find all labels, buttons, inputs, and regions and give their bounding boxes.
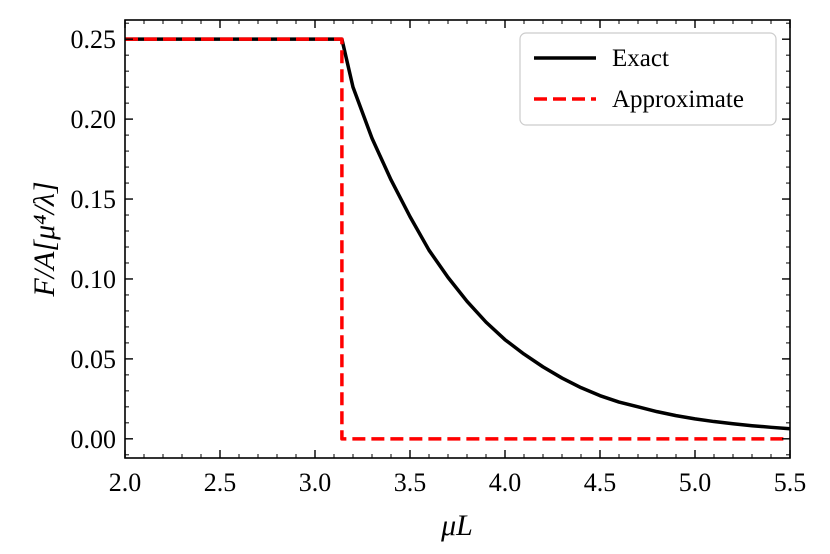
x-tick-label: 3.0 (299, 468, 332, 497)
series-line-exact (125, 37, 791, 431)
ticks-layer: 2.0 2.5 3.0 3.5 4.0 4.5 5.0 5.5 0.00 0.05 0.10 0.15… (71, 20, 807, 497)
x-tick-label: 5.5 (774, 468, 807, 497)
x-tick-label: 4.5 (584, 468, 617, 497)
y-tick-label: 0.15 (71, 185, 117, 214)
plot-frame (124, 19, 791, 459)
series-layer (125, 37, 791, 441)
y-tick-label: 0.25 (71, 25, 117, 54)
x-axis-label: μL (440, 509, 473, 542)
legend-box (519, 32, 777, 126)
y-axis-label: F/A[μ⁴/λ] (28, 181, 61, 297)
x-tick-label: 4.0 (489, 468, 522, 497)
legend-label-exact: Exact (612, 45, 669, 72)
x-tick-label: 5.0 (679, 468, 712, 497)
y-tick-label: 0.10 (71, 265, 117, 294)
x-tick-label: 2.0 (109, 468, 142, 497)
x-tick-label: 2.5 (204, 468, 237, 497)
y-tick-label: 0.05 (71, 345, 117, 374)
x-tick-label: 3.5 (394, 468, 427, 497)
legend-label-approximate: Approximate (612, 86, 744, 113)
labels-layer: μL F/A[μ⁴/λ] (28, 181, 473, 542)
series-line-approximate (125, 37, 790, 441)
legend: Exact Approximate (519, 32, 777, 126)
y-tick-label: 0.00 (71, 425, 117, 454)
y-tick-label: 0.20 (71, 105, 117, 134)
